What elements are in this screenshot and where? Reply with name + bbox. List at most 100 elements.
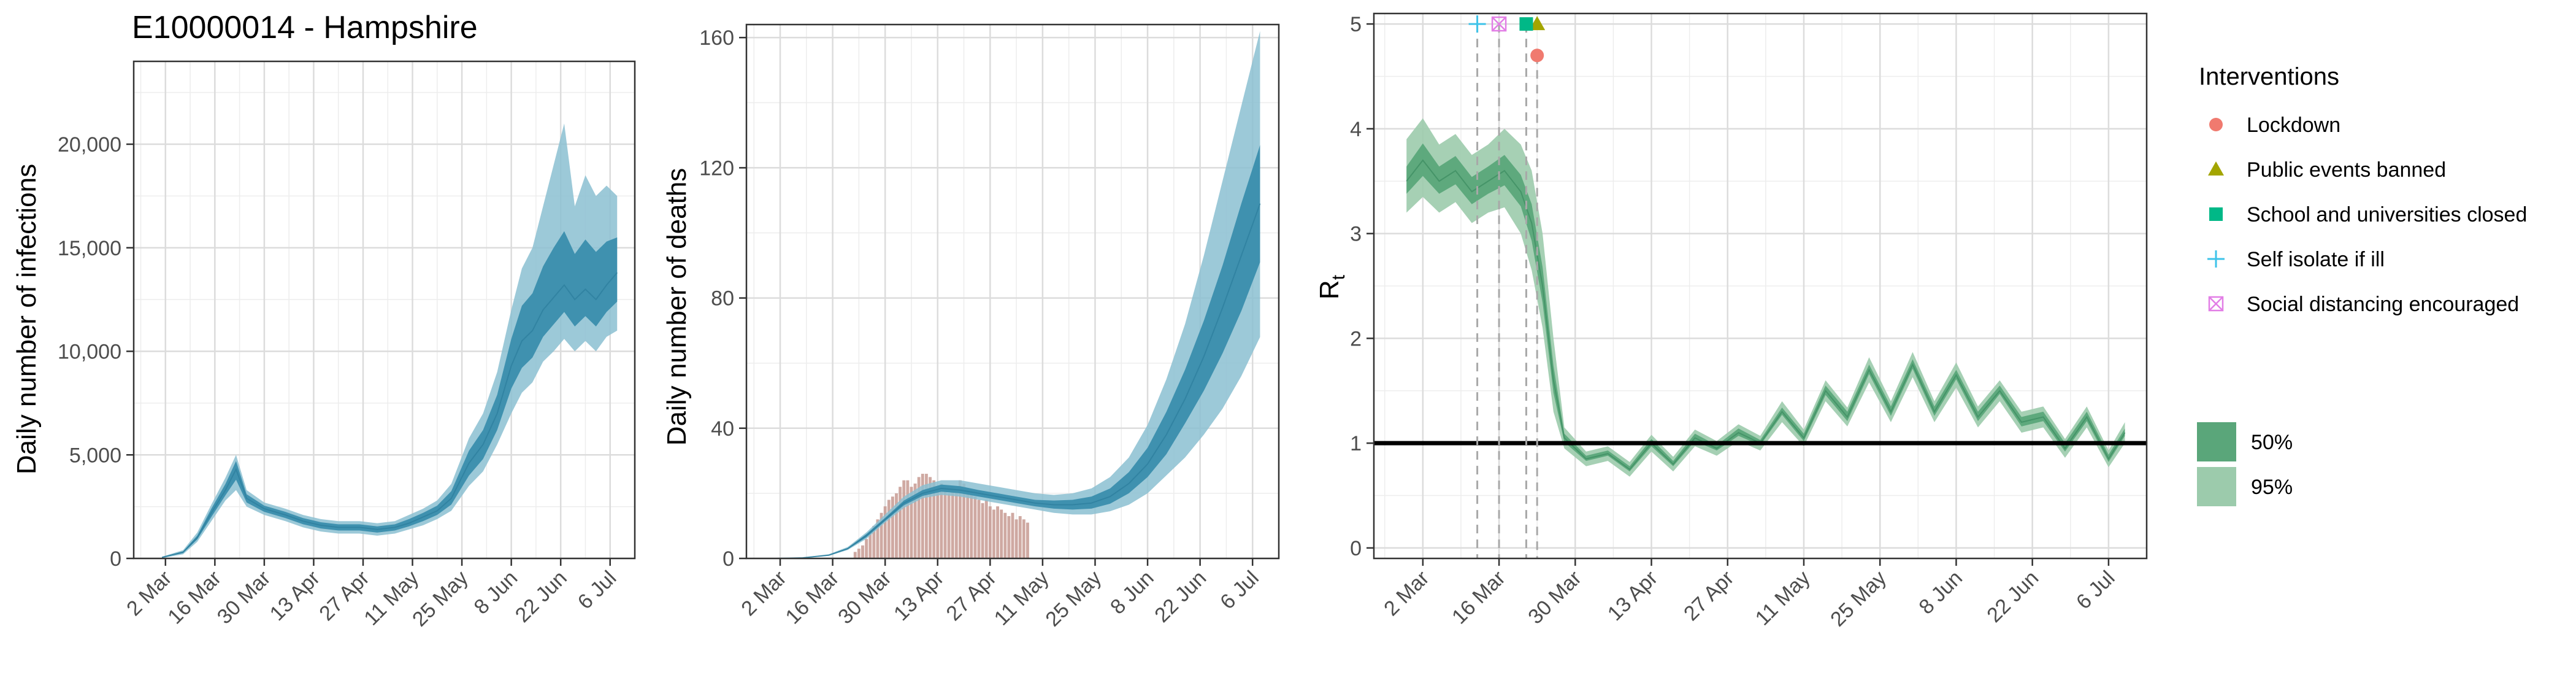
deaths-gridlines: [746, 25, 1279, 560]
rt-y-tick-label: 2: [1350, 327, 1362, 350]
legend: Interventions Lockdown Public events bann…: [2197, 63, 2527, 506]
deaths-bar: [977, 500, 981, 558]
rt-y-tick-label: 5: [1350, 13, 1362, 36]
deaths-bar: [895, 493, 898, 558]
legend-item: Public events banned: [2208, 158, 2446, 182]
deaths-y-axis-title: Daily number of deaths: [662, 168, 692, 446]
deaths-bar: [868, 532, 872, 558]
deaths-x-tick-label: 22 Jun: [1150, 566, 1211, 627]
rt-x-tick-label: 22 Jun: [1982, 566, 2043, 627]
rt-y-tick-label: 0: [1350, 537, 1362, 560]
legend-label: Public events banned: [2247, 158, 2446, 182]
deaths-bar: [966, 490, 970, 558]
rt-panel-frame: [1373, 12, 2148, 560]
deaths-bar: [1014, 519, 1018, 558]
deaths-x-tick-label: 13 Apr: [889, 566, 948, 625]
rt-x-tick-label: 25 May: [1826, 566, 1891, 631]
legend-label: Social distancing encouraged: [2247, 293, 2519, 316]
deaths-bar: [958, 480, 962, 558]
infections-x-tick-label: 22 Jun: [511, 566, 572, 627]
deaths-bar: [883, 506, 887, 558]
deaths-bar: [921, 474, 924, 558]
deaths-y-tick-label: 120: [699, 156, 734, 180]
band-legend-item: 50%: [2197, 422, 2293, 461]
intervention-marker-plus: [1468, 15, 1486, 33]
rt-x-tick-label: 13 Apr: [1603, 566, 1662, 625]
deaths-bar: [1003, 512, 1007, 558]
legend-key-triangle: [2208, 161, 2224, 176]
deaths-bar: [876, 519, 880, 558]
deaths-bar: [932, 480, 936, 558]
legend-key-square: [2209, 207, 2223, 221]
infections-y-tick-label: 5,000: [69, 444, 121, 467]
legend-key-boxed-x: [2208, 296, 2224, 312]
deaths-bar: [996, 506, 999, 558]
deaths-bar: [973, 496, 977, 558]
deaths-bar: [984, 500, 988, 558]
band-legend-label: 50%: [2251, 431, 2293, 454]
deaths-bar: [992, 509, 995, 558]
infections-panel: E10000014 - Hampshire Daily number of in…: [12, 10, 636, 631]
deaths-bar: [924, 474, 928, 558]
deaths-bar: [906, 480, 910, 558]
deaths-bar: [865, 539, 868, 558]
deaths-x-tick-label: 30 Mar: [834, 566, 896, 629]
legend-label: Lockdown: [2247, 114, 2340, 137]
deaths-y-tick-label: 40: [711, 417, 734, 441]
deaths-bar: [853, 552, 857, 558]
interventions-legend-items: Lockdown Public events banned School and u…: [2207, 114, 2527, 316]
infections-y-axis-title: Daily number of infections: [12, 164, 42, 474]
deaths-panel-frame: [745, 23, 1280, 560]
deaths-median-line: [776, 203, 1261, 559]
infections-panel-frame: [132, 60, 636, 560]
deaths-x-tick-label: 25 May: [1041, 566, 1106, 631]
deaths-bar: [951, 490, 954, 558]
deaths-bar: [910, 487, 913, 558]
deaths-bar: [970, 493, 973, 558]
deaths-bar: [857, 549, 861, 558]
infections-y-tick-label: 10,000: [58, 341, 121, 364]
deaths-x-tick-label: 6 Jul: [1216, 566, 1263, 614]
deaths-bar: [1000, 509, 1003, 558]
legend-label: Self isolate if ill: [2247, 248, 2385, 271]
rt-gridlines: [1374, 14, 2147, 558]
rt-median-line: [1406, 159, 2126, 471]
infections-x-tick-label: 13 Apr: [266, 566, 324, 625]
infections-band-50: [162, 231, 618, 558]
deaths-bar: [891, 496, 894, 558]
infections-y-tick-label: 0: [110, 547, 121, 571]
intervention-marker-boxed-x: [1491, 16, 1507, 32]
deaths-bar: [943, 487, 947, 558]
infections-x-tick-label: 25 May: [408, 566, 473, 631]
band-legend-label: 95%: [2251, 476, 2293, 499]
rt-x-tick-label: 27 Apr: [1679, 566, 1738, 625]
rt-y-tick-label: 4: [1350, 118, 1362, 141]
intervention-marker-circle: [1530, 48, 1544, 63]
legend-key-circle: [2209, 118, 2223, 131]
rt-y-axis-title-subscript: t: [1328, 274, 1349, 280]
legend-title: Interventions: [2199, 63, 2339, 90]
legend-item: Social distancing encouraged: [2208, 293, 2519, 316]
band-legend: 50% 95%: [2197, 422, 2293, 506]
rt-interventions-overlay: [1374, 15, 2147, 558]
rt-y-axis-title-main: R: [1314, 280, 1344, 299]
rt-x-tick-label: 8 Jun: [1914, 566, 1967, 619]
deaths-bar: [861, 545, 864, 558]
rt-panel: Rt 2 Mar 16 Mar 30 Mar 13 Apr 27 Apr 11 May 25…: [1314, 12, 2148, 631]
infections-x-tick-label: 30 Mar: [213, 566, 275, 629]
deaths-bar: [954, 487, 958, 558]
deaths-bar: [929, 477, 932, 558]
deaths-y-tick-label: 160: [699, 26, 734, 50]
deaths-bar: [1026, 522, 1029, 558]
rt-band-50: [1406, 143, 2125, 472]
rt-x-tick-label: 11 May: [1751, 566, 1815, 630]
deaths-bar: [988, 506, 992, 558]
deaths-bar: [902, 480, 906, 558]
infections-chart-title: E10000014 - Hampshire: [132, 10, 478, 45]
rt-y-tick-label: 3: [1350, 223, 1362, 246]
deaths-bar: [936, 487, 940, 558]
legend-item: Lockdown: [2209, 114, 2340, 137]
legend-item: Self isolate if ill: [2207, 248, 2385, 271]
infections-y-tick-label: 15,000: [58, 237, 121, 260]
